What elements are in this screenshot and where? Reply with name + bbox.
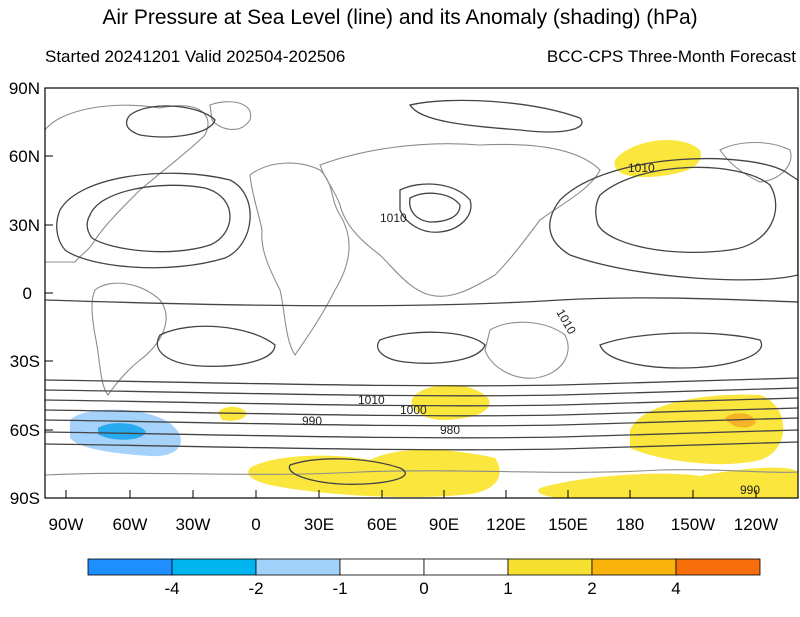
isobar [45,297,798,307]
lat-label: 30S [10,352,40,371]
isobar [86,184,231,253]
colorbar-label: -4 [164,579,179,598]
colorbar: -4 -2 -1 0 1 2 4 [87,558,761,598]
contour-label: 990 [740,483,760,497]
colorbar-swatch [255,558,341,576]
lon-label: 90E [429,515,459,534]
isobar [45,407,798,417]
run-info: Started 20241201 Valid 202504-202506 [45,47,346,66]
contour-label: 1010 [628,161,655,175]
isobar [45,417,798,427]
colorbar-swatch [507,558,593,576]
lat-label: 90S [10,489,40,508]
colorbar-label: 2 [587,579,596,598]
forecast-product: BCC-CPS Three-Month Forecast [546,47,796,66]
axis-ticks [45,87,757,499]
lat-label: 60N [9,147,40,166]
negative-anomaly-core [98,423,146,440]
lon-label: 90W [49,515,84,534]
positive-anomaly-area [411,384,490,420]
colorbar-swatch [423,558,509,576]
contour-label: 1010 [380,211,407,225]
lon-label: 0 [251,515,260,534]
map-layers: 1010 1010 1010 1010 1000 990 980 990 [45,99,798,498]
coastlines [45,101,798,476]
isobar [45,441,798,451]
colorbar-label: -1 [332,579,347,598]
positive-anomaly-area [630,394,784,465]
longitude-labels: 90W 60W 30W 0 30E 60E 90E 120E 150E 180 … [49,515,779,534]
isobar [45,429,798,439]
australia-coast [484,321,569,379]
isobar [125,105,216,138]
isobar [45,397,798,407]
lat-label: 90N [9,79,40,98]
isobar [399,183,472,233]
pressure-contours [45,99,798,485]
contour-label: 990 [302,414,322,428]
colorbar-label: 1 [503,579,512,598]
alaska-coast [719,142,792,183]
lon-label: 150W [671,515,715,534]
lon-label: 60E [367,515,397,534]
lon-label: 150E [548,515,588,534]
colorbar-label: -2 [248,579,263,598]
colorbar-swatch [675,558,761,576]
lat-label: 30N [9,216,40,235]
isobar [45,387,798,397]
contour-label: 1010 [553,307,579,337]
lon-label: 60W [113,515,148,534]
lat-label: 0 [23,284,32,303]
isobar [595,166,777,254]
colorbar-swatch [591,558,677,576]
contour-label: 1010 [358,393,385,407]
south-america-coast [91,282,167,396]
isobar [549,157,798,281]
contour-labels: 1010 1010 1010 1010 1000 990 980 990 [302,161,760,497]
colorbar-swatch [87,558,173,576]
colorbar-swatch [339,558,425,576]
latitude-labels: 90N 60N 30N 0 30S 60S 90S [9,79,40,508]
lon-label: 120W [734,515,778,534]
positive-anomaly-area [538,467,798,498]
greenland-coast [209,101,252,130]
colorbar-label: 4 [671,579,680,598]
positive-anomaly-area [248,449,500,497]
lat-label: 60S [10,421,40,440]
colorbar-label: 0 [419,579,428,598]
map-title: Air Pressure at Sea Level (line) and its… [102,6,698,29]
lon-label: 180 [616,515,644,534]
colorbar-swatch [171,558,257,576]
isobar [377,331,486,364]
lon-label: 120E [486,515,526,534]
contour-label: 1000 [400,403,427,417]
lon-label: 30E [304,515,334,534]
contour-label: 980 [440,423,460,437]
north-america-coast [45,104,209,263]
antarctica-coast [45,469,798,476]
isobar [45,377,798,387]
isobar [288,458,406,485]
isobar [599,332,763,369]
isobar [156,325,276,367]
isobar [409,192,461,223]
isobar [408,99,583,133]
isobar [56,172,251,269]
asia-coast [319,143,601,297]
lon-label: 30W [176,515,211,534]
